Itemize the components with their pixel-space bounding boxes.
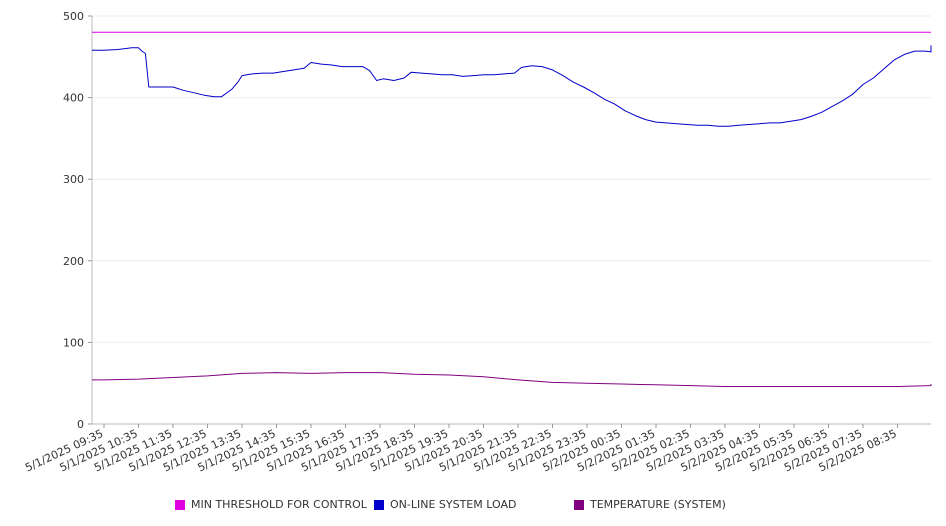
legend-item: MIN THRESHOLD FOR CONTROL xyxy=(175,498,367,511)
legend: MIN THRESHOLD FOR CONTROL ON-LINE SYSTEM … xyxy=(0,498,946,514)
y-tick-label: 100 xyxy=(63,336,84,349)
legend-label: TEMPERATURE (SYSTEM) xyxy=(590,498,726,511)
grid xyxy=(92,15,931,343)
x-axis-ticks: 5/1/2025 09:355/1/2025 10:355/1/2025 11:… xyxy=(23,424,899,474)
series-lines xyxy=(92,31,932,387)
legend-label: MIN THRESHOLD FOR CONTROL xyxy=(191,498,367,511)
y-tick-label: 500 xyxy=(63,10,84,23)
series-line-on-line-system-load xyxy=(92,45,932,127)
y-tick-label: 400 xyxy=(63,92,84,105)
axes xyxy=(91,16,931,425)
legend-swatch xyxy=(175,499,185,510)
series-line-temperature-system xyxy=(92,372,932,387)
y-tick-label: 0 xyxy=(77,418,84,431)
y-tick-label: 200 xyxy=(63,255,84,268)
legend-swatch xyxy=(574,499,584,510)
y-axis-ticks: 0 100 200 300 400 500 xyxy=(63,10,92,431)
y-tick-label: 300 xyxy=(63,173,84,186)
legend-swatch xyxy=(374,499,384,510)
legend-label: ON-LINE SYSTEM LOAD xyxy=(390,498,517,511)
legend-item: ON-LINE SYSTEM LOAD xyxy=(374,498,516,511)
legend-item: TEMPERATURE (SYSTEM) xyxy=(574,498,726,511)
